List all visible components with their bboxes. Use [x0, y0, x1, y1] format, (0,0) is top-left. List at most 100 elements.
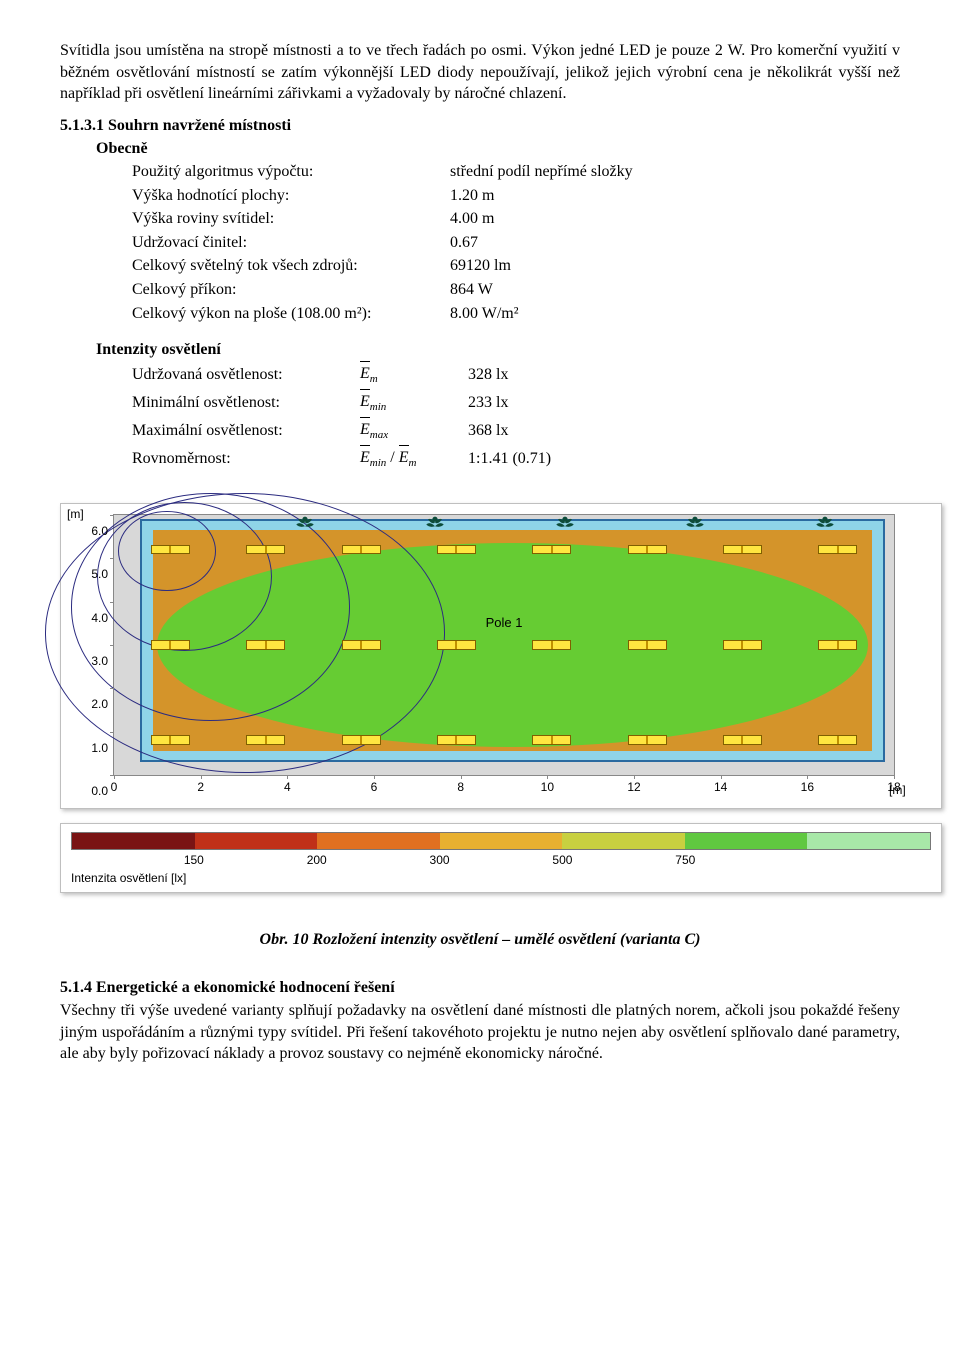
legend-title: Intenzita osvětlení [lx] [71, 870, 931, 886]
section-title: Souhrn navržené místnosti [108, 117, 291, 134]
luminaire-icon [628, 640, 667, 650]
x-tick-label: 14 [714, 779, 727, 795]
table-row: Výška hodnotící plochy:1.20 m [132, 184, 678, 208]
legend-tick-label: 200 [307, 852, 327, 868]
x-tick-label: 4 [284, 779, 291, 795]
luminaire-icon [532, 545, 571, 555]
kv-key: Minimální osvětlenost: [132, 389, 360, 417]
kv-key: Maximální osvětlenost: [132, 417, 360, 445]
kv-key: Udržovací činitel: [132, 231, 450, 255]
table-row: Výška roviny svítidel:4.00 m [132, 207, 678, 231]
luminaire-icon [437, 545, 476, 555]
kv-key: Celkový výkon na ploše (108.00 m²): [132, 302, 450, 326]
luminaire-icon [151, 735, 190, 745]
section-number: 5.1.3.1 [60, 117, 104, 134]
intro-paragraph: Svítidla jsou umístěna na stropě místnos… [60, 40, 900, 105]
section-title-2: Energetické a ekonomické hodnocení řešen… [96, 979, 395, 996]
intenzity-heading: Intenzity osvětlení [96, 339, 900, 361]
kv-value: 368 lx [468, 417, 656, 445]
kv-value: střední podíl nepřímé složky [450, 160, 678, 184]
luminaire-icon [246, 640, 285, 650]
kv-symbol: Emin / Em [360, 445, 468, 473]
table-row: Rovnoměrnost:Emin / Em1:1.41 (0.71) [132, 445, 656, 473]
intenzity-table: Udržovaná osvětlenost:Em328 lxMinimální … [132, 361, 656, 473]
y-tick-label: 1.0 [91, 740, 108, 756]
table-row: Minimální osvětlenost:Emin233 lx [132, 389, 656, 417]
luminaire-icon [246, 735, 285, 745]
legend-segment [685, 833, 808, 849]
figure-caption: Obr. 10 Rozložení intenzity osvětlení – … [60, 929, 900, 951]
plant-icon [811, 514, 839, 542]
x-tick-label: 0 [111, 779, 118, 795]
luminaire-icon [151, 545, 190, 555]
x-tick-label: 16 [801, 779, 814, 795]
legend-segment [195, 833, 318, 849]
table-row: Celkový světelný tok všech zdrojů:69120 … [132, 254, 678, 278]
kv-value: 864 W [450, 278, 678, 302]
x-tick-label: 12 [627, 779, 640, 795]
x-tick-label: 10 [541, 779, 554, 795]
plant-icon [421, 514, 449, 542]
legend-segment [440, 833, 563, 849]
section-heading-5131: 5.1.3.1 Souhrn navržené místnosti [60, 115, 900, 137]
luminaire-icon [818, 640, 857, 650]
obecne-table: Použitý algoritmus výpočtu:střední podíl… [132, 160, 678, 325]
plant-icon [681, 514, 709, 542]
luminaire-icon [628, 545, 667, 555]
kv-symbol: Emin [360, 389, 468, 417]
y-tick-label: 3.0 [91, 653, 108, 669]
legend-segment [317, 833, 440, 849]
kv-value: 233 lx [468, 389, 656, 417]
legend-ticks: 150200300500750 [71, 852, 931, 868]
luminaire-icon [342, 735, 381, 745]
y-tick-label: 2.0 [91, 696, 108, 712]
luminaire-icon [723, 735, 762, 745]
x-tick-label: 2 [197, 779, 204, 795]
legend-segment [562, 833, 685, 849]
kv-value: 69120 lm [450, 254, 678, 278]
section-number-2: 5.1.4 [60, 979, 92, 996]
kv-value: 328 lx [468, 361, 656, 389]
luminaire-icon [437, 735, 476, 745]
legend-colorbar [71, 832, 931, 850]
plant-icon [551, 514, 579, 542]
y-tick-label: 0.0 [91, 783, 108, 799]
legend-block: 150200300500750 Intenzita osvětlení [lx] [60, 823, 942, 893]
legend-tick-label: 300 [430, 852, 450, 868]
luminaire-icon [818, 735, 857, 745]
kv-value: 1:1.41 (0.71) [468, 445, 656, 473]
table-row: Celkový výkon na ploše (108.00 m²):8.00 … [132, 302, 678, 326]
table-row: Maximální osvětlenost:Emax368 lx [132, 417, 656, 445]
y-tick-label: 5.0 [91, 566, 108, 582]
y-axis-unit: [m] [67, 506, 84, 522]
x-tick-label: 6 [371, 779, 378, 795]
obecne-heading: Obecně [96, 138, 900, 160]
kv-key: Udržovaná osvětlenost: [132, 361, 360, 389]
table-row: Udržovací činitel:0.67 [132, 231, 678, 255]
kv-symbol: Emax [360, 417, 468, 445]
table-row: Udržovaná osvětlenost:Em328 lx [132, 361, 656, 389]
luminaire-icon [532, 735, 571, 745]
luminaire-icon [532, 640, 571, 650]
luminaire-icon [342, 640, 381, 650]
kv-key: Rovnoměrnost: [132, 445, 360, 473]
legend-segment [72, 833, 195, 849]
y-tick-label: 4.0 [91, 610, 108, 626]
kv-key: Výška hodnotící plochy: [132, 184, 450, 208]
luminaire-icon [723, 640, 762, 650]
luminaire-icon [437, 640, 476, 650]
legend-segment [807, 833, 930, 849]
luminaire-icon [151, 640, 190, 650]
lighting-distribution-chart: [m] Pole 1 0.01.02.03.04.05.06.002468101… [60, 503, 900, 893]
plant-icon [291, 514, 319, 542]
luminaire-icon [723, 545, 762, 555]
kv-key: Použitý algoritmus výpočtu: [132, 160, 450, 184]
kv-value: 1.20 m [450, 184, 678, 208]
section-heading-514: 5.1.4 Energetické a ekonomické hodnocení… [60, 977, 900, 999]
x-tick-label: 8 [457, 779, 464, 795]
legend-tick-label: 750 [675, 852, 695, 868]
kv-value: 0.67 [450, 231, 678, 255]
luminaire-icon [628, 735, 667, 745]
kv-key: Celkový příkon: [132, 278, 450, 302]
table-row: Celkový příkon:864 W [132, 278, 678, 302]
